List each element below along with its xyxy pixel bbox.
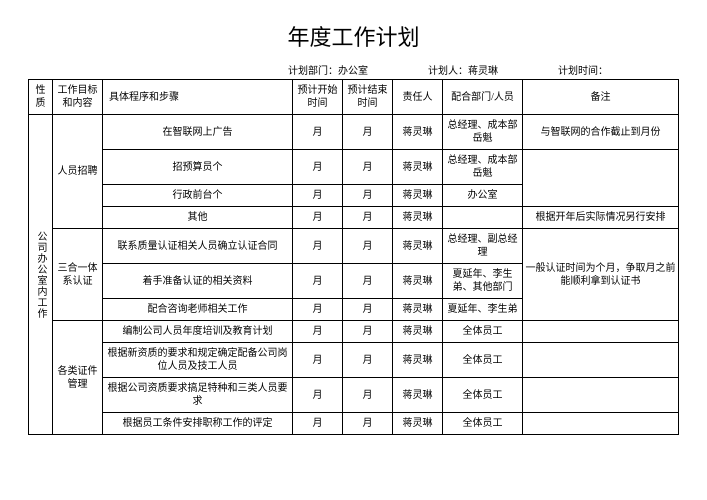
cell-remark — [523, 413, 679, 435]
cell-remark — [523, 321, 679, 343]
cell-start: 月 — [293, 378, 343, 413]
cell-goal: 三合一体系认证 — [53, 229, 103, 321]
th-dept: 配合部门/人员 — [443, 80, 523, 115]
cell-dept: 夏延年、李生弟 — [443, 299, 523, 321]
cell-start: 月 — [293, 413, 343, 435]
cell-start: 月 — [293, 299, 343, 321]
cell-person: 蒋灵琳 — [393, 378, 443, 413]
th-step: 具体程序和步骤 — [103, 80, 293, 115]
cell-dept: 全体员工 — [443, 343, 523, 378]
cell-step: 行政前台个 — [103, 185, 293, 207]
cell-dept: 全体员工 — [443, 321, 523, 343]
cell-remark: 一般认证时间为个月，争取月之前能顺利拿到认证书 — [523, 229, 679, 321]
meta-row: 计划部门： 办公室 计划人： 蒋灵琳 计划时间： — [28, 62, 679, 77]
cell-person: 蒋灵琳 — [393, 321, 443, 343]
th-person: 责任人 — [393, 80, 443, 115]
cell-dept: 全体员工 — [443, 413, 523, 435]
cell-end: 月 — [343, 343, 393, 378]
cell-end: 月 — [343, 378, 393, 413]
table-row: 根据公司资质要求搞足特种和三类人员要求月月蒋灵琳全体员工 — [29, 378, 679, 413]
cell-start: 月 — [293, 264, 343, 299]
th-end: 预计结束时间 — [343, 80, 393, 115]
cell-person: 蒋灵琳 — [393, 185, 443, 207]
cell-dept: 办公室 — [443, 185, 523, 207]
cell-start: 月 — [293, 185, 343, 207]
cell-end: 月 — [343, 115, 393, 150]
table-header-row: 性质 工作目标和内容 具体程序和步骤 预计开始时间 预计结束时间 责任人 配合部… — [29, 80, 679, 115]
table-row: 其他月月蒋灵琳根据开年后实际情况另行安排 — [29, 207, 679, 229]
th-nature: 性质 — [29, 80, 53, 115]
cell-remark — [523, 378, 679, 413]
table-row: 三合一体系认证联系质量认证相关人员确立认证合同月月蒋灵琳总经理、副总经理一般认证… — [29, 229, 679, 264]
cell-step: 根据新资质的要求和规定确定配备公司岗位人员及技工人员 — [103, 343, 293, 378]
cell-step: 配合咨询老师相关工作 — [103, 299, 293, 321]
cell-step: 着手准备认证的相关资料 — [103, 264, 293, 299]
cell-remark — [523, 343, 679, 378]
page-title: 年度工作计划 — [28, 20, 679, 52]
table-row: 根据新资质的要求和规定确定配备公司岗位人员及技工人员月月蒋灵琳全体员工 — [29, 343, 679, 378]
cell-dept: 夏延年、李生弟、其他部门 — [443, 264, 523, 299]
cell-end: 月 — [343, 413, 393, 435]
table-row: 公司办公室内工作人员招聘在智联网上广告月月蒋灵琳总经理、成本部岳魁与智联网的合作… — [29, 115, 679, 150]
cell-start: 月 — [293, 115, 343, 150]
cell-person: 蒋灵琳 — [393, 150, 443, 185]
cell-step: 根据员工条件安排职称工作的评定 — [103, 413, 293, 435]
cell-step: 编制公司人员年度培训及教育计划 — [103, 321, 293, 343]
table-row: 招预算员个月月蒋灵琳总经理、成本部岳魁 — [29, 150, 679, 185]
table-row: 根据员工条件安排职称工作的评定月月蒋灵琳全体员工 — [29, 413, 679, 435]
cell-person: 蒋灵琳 — [393, 413, 443, 435]
cell-end: 月 — [343, 150, 393, 185]
cell-goal: 人员招聘 — [53, 115, 103, 229]
cell-end: 月 — [343, 264, 393, 299]
th-goal: 工作目标和内容 — [53, 80, 103, 115]
cell-person: 蒋灵琳 — [393, 343, 443, 378]
cell-person: 蒋灵琳 — [393, 264, 443, 299]
table-row: 各类证件管理编制公司人员年度培训及教育计划月月蒋灵琳全体员工 — [29, 321, 679, 343]
meta-time-label: 计划时间： — [558, 62, 608, 77]
cell-remark: 与智联网的合作截止到月份 — [523, 115, 679, 150]
cell-person: 蒋灵琳 — [393, 207, 443, 229]
cell-step: 根据公司资质要求搞足特种和三类人员要求 — [103, 378, 293, 413]
cell-end: 月 — [343, 299, 393, 321]
cell-step: 招预算员个 — [103, 150, 293, 185]
cell-person: 蒋灵琳 — [393, 229, 443, 264]
cell-step: 其他 — [103, 207, 293, 229]
cell-dept — [443, 207, 523, 229]
cell-remark — [523, 150, 679, 207]
cell-goal: 各类证件管理 — [53, 321, 103, 435]
th-start: 预计开始时间 — [293, 80, 343, 115]
th-remark: 备注 — [523, 80, 679, 115]
cell-start: 月 — [293, 343, 343, 378]
cell-dept: 总经理、副总经理 — [443, 229, 523, 264]
meta-person-value: 蒋灵琳 — [468, 62, 498, 77]
cell-start: 月 — [293, 207, 343, 229]
cell-dept: 全体员工 — [443, 378, 523, 413]
meta-dept-label: 计划部门： — [288, 62, 338, 77]
cell-end: 月 — [343, 185, 393, 207]
cell-step: 在智联网上广告 — [103, 115, 293, 150]
cell-end: 月 — [343, 321, 393, 343]
cell-dept: 总经理、成本部岳魁 — [443, 150, 523, 185]
cell-start: 月 — [293, 229, 343, 264]
cell-start: 月 — [293, 321, 343, 343]
meta-person-label: 计划人： — [428, 62, 468, 77]
cell-start: 月 — [293, 150, 343, 185]
cell-step: 联系质量认证相关人员确立认证合同 — [103, 229, 293, 264]
cell-remark: 根据开年后实际情况另行安排 — [523, 207, 679, 229]
cell-person: 蒋灵琳 — [393, 115, 443, 150]
cell-person: 蒋灵琳 — [393, 299, 443, 321]
meta-dept-value: 办公室 — [338, 62, 368, 77]
cell-end: 月 — [343, 229, 393, 264]
cell-end: 月 — [343, 207, 393, 229]
cell-nature: 公司办公室内工作 — [29, 115, 53, 435]
plan-table: 性质 工作目标和内容 具体程序和步骤 预计开始时间 预计结束时间 责任人 配合部… — [28, 79, 679, 435]
cell-dept: 总经理、成本部岳魁 — [443, 115, 523, 150]
